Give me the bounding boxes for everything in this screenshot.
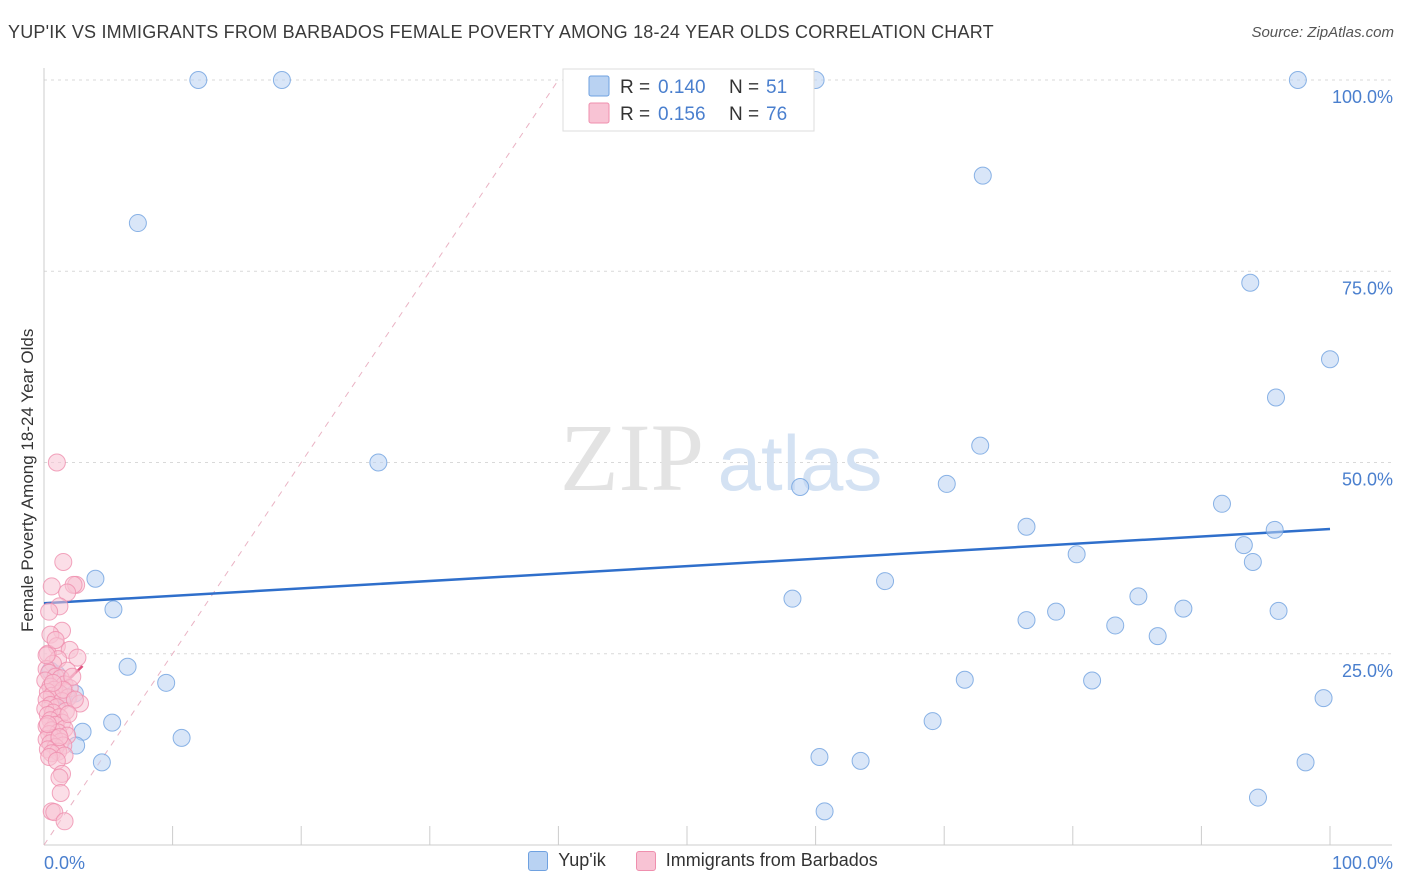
yupik-point — [1212, 494, 1231, 513]
stats-n-value: 76 — [766, 104, 787, 125]
barbados-point — [50, 768, 69, 787]
yupik-point — [1106, 616, 1125, 635]
yupik-point — [1083, 671, 1102, 690]
barbados-point — [68, 648, 87, 667]
yupik-point — [92, 753, 111, 772]
yupik-point — [955, 670, 974, 689]
legend-item-yupik[interactable]: Yup'ik — [528, 850, 606, 871]
barbados-point — [55, 812, 74, 831]
stats-n-label: N = — [729, 104, 759, 125]
x-tick-label-min: 0.0% — [44, 853, 85, 873]
barbados-point — [58, 583, 77, 602]
yupik-point — [1266, 388, 1285, 407]
bottom-legend: Yup'ik Immigrants from Barbados — [0, 850, 1406, 871]
yupik-point — [369, 453, 388, 472]
legend-label-yupik: Yup'ik — [558, 850, 606, 870]
y-axis-label: Female Poverty Among 18-24 Year Olds — [18, 328, 37, 632]
yupik-point — [272, 71, 291, 89]
yupik-point — [810, 748, 829, 767]
y-tick-label: 50.0% — [1342, 470, 1393, 490]
yupik-point — [86, 569, 105, 588]
watermark: ZIP atlas — [560, 404, 882, 511]
source-label: Source: ZipAtlas.com — [1251, 24, 1394, 41]
stats-swatch — [588, 102, 610, 124]
yupik-point — [1234, 536, 1253, 555]
barbados-point — [63, 667, 82, 686]
x-tick-label-max: 100.0% — [1332, 853, 1393, 873]
yupik-point — [118, 657, 137, 676]
reference-diagonal — [43, 79, 559, 846]
stats-r-label: R = — [620, 104, 650, 125]
legend-swatch-yupik — [528, 850, 549, 871]
chart-title: YUP'IK VS IMMIGRANTS FROM BARBADOS FEMAL… — [8, 22, 994, 42]
legend-item-barbados[interactable]: Immigrants from Barbados — [635, 850, 878, 871]
data-points — [36, 71, 1339, 831]
y-tick-label: 100.0% — [1332, 87, 1393, 107]
yupik-point — [1243, 552, 1262, 571]
yupik-point — [1017, 611, 1036, 630]
yupik-point — [971, 436, 990, 455]
yupik-point — [1148, 627, 1167, 646]
yupik-point — [1265, 520, 1284, 539]
yupik-point — [1017, 517, 1036, 536]
yupik-point — [1296, 753, 1315, 772]
barbados-point — [40, 602, 59, 621]
legend-label-barbados: Immigrants from Barbados — [665, 850, 878, 870]
yupik-point — [851, 751, 870, 770]
yupik-point — [157, 673, 176, 692]
barbados-point — [37, 646, 56, 665]
stats-legend: R = 0.140 N = 51 R = 0.156 N = 76 — [562, 68, 815, 132]
barbados-point — [50, 728, 69, 747]
yupik-point — [1047, 602, 1066, 621]
yupik-point — [815, 802, 834, 821]
barbados-point — [54, 552, 73, 571]
stats-swatch — [588, 75, 610, 97]
stats-r-value: 0.156 — [658, 104, 706, 125]
yupik-point — [128, 214, 147, 233]
yupik-point — [103, 713, 122, 732]
stats-n-value: 51 — [766, 77, 787, 98]
y-tick-label: 25.0% — [1342, 661, 1393, 681]
yupik-point — [1241, 273, 1260, 292]
yupik-point — [973, 166, 992, 185]
yupik-point — [104, 600, 123, 619]
barbados-point — [46, 630, 65, 649]
yupik-point — [937, 474, 956, 493]
barbados-point — [42, 577, 61, 596]
yupik-point — [1314, 689, 1333, 708]
stats-n-label: N = — [729, 77, 759, 98]
yupik-point — [923, 712, 942, 731]
tick-labels: 25.0% 50.0% 75.0% 100.0% 0.0% 100.0% — [44, 87, 1393, 873]
legend-swatch-barbados — [635, 850, 656, 871]
watermark-zip: ZIP — [560, 404, 704, 511]
grid-lines — [44, 79, 1392, 655]
yupik-point — [189, 71, 208, 89]
yupik-point — [876, 572, 895, 591]
yupik-point — [1067, 545, 1086, 564]
barbados-point — [44, 673, 63, 692]
barbados-point — [38, 715, 57, 734]
stats-r-label: R = — [620, 77, 650, 98]
yupik-point — [172, 728, 191, 747]
yupik-point — [1129, 587, 1148, 606]
yupik-point — [783, 589, 802, 608]
yupik-point — [1174, 599, 1193, 618]
barbados-point — [59, 705, 78, 724]
yupik-point — [1269, 601, 1288, 620]
barbados-point — [51, 783, 70, 802]
yupik-trend-line — [43, 527, 1331, 605]
yupik-point — [791, 477, 810, 496]
barbados-point — [47, 453, 66, 472]
yupik-point — [1288, 71, 1307, 89]
y-tick-label: 75.0% — [1342, 278, 1393, 298]
stats-r-value: 0.140 — [658, 77, 706, 98]
yupik-point — [1321, 350, 1339, 369]
yupik-point — [1248, 788, 1267, 807]
